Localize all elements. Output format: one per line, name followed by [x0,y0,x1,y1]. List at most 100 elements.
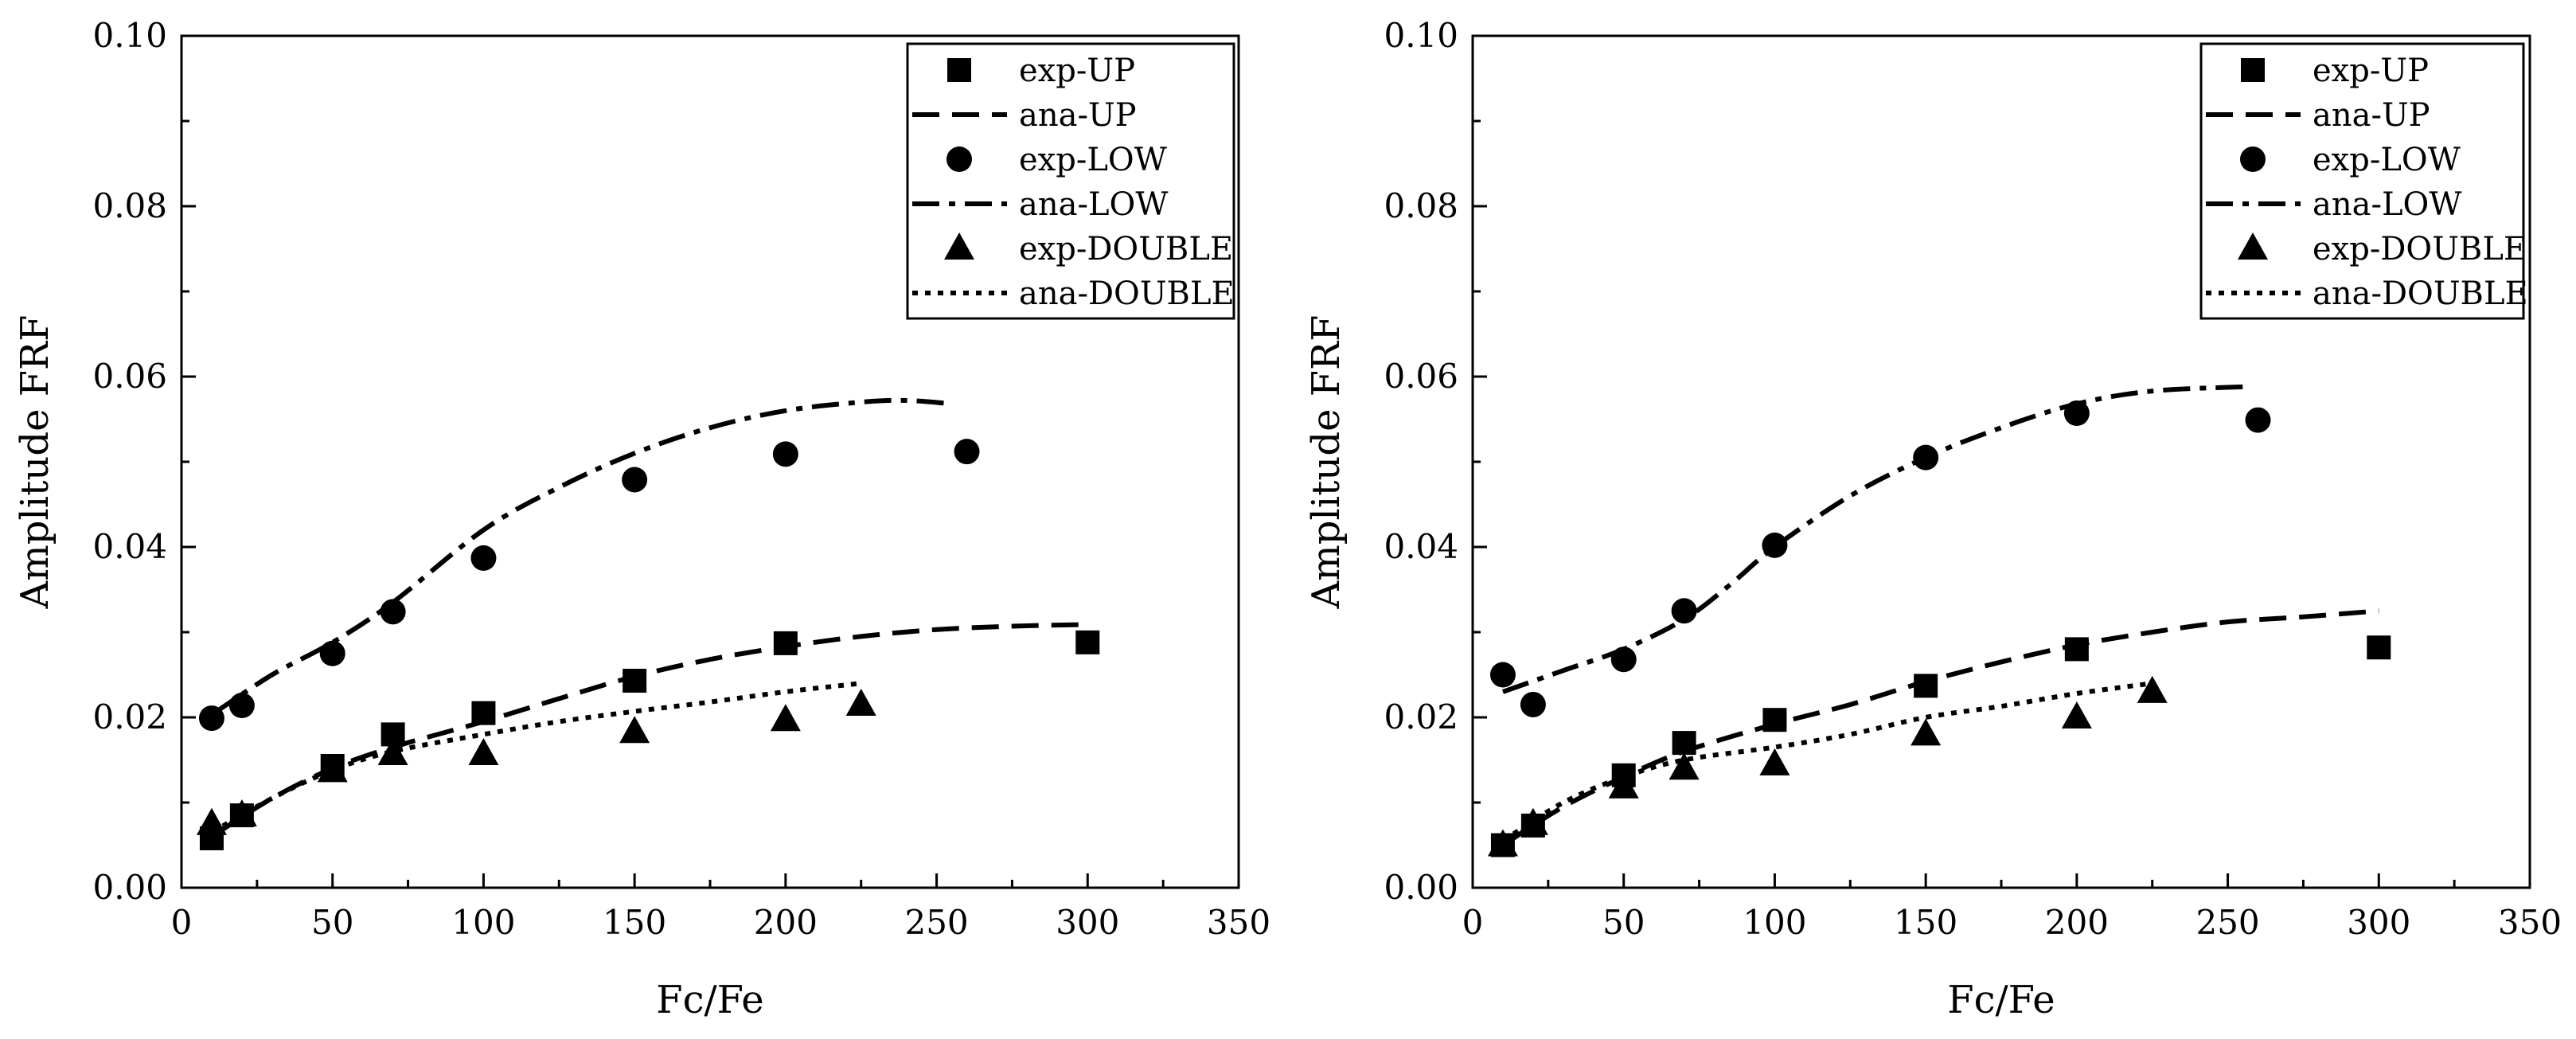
legend-item-exp-up: exp-UP [947,53,1135,89]
exp-low-point [2245,407,2271,433]
legend-swatch [947,58,971,82]
legend-label: exp-LOW [1019,142,1167,178]
exp-double-point [1911,718,1942,746]
exp-low-point [1671,598,1697,624]
legend-swatch [944,232,974,260]
x-tick-label: 100 [451,903,515,942]
legend-label: exp-UP [1019,53,1135,89]
legend-box [2199,42,2525,320]
exp-double-point [377,738,408,766]
exp-double-point [468,738,499,766]
y-tick-label: 0.10 [92,16,167,55]
exp-double-point [2137,675,2168,703]
exp-up-point [1075,630,1100,654]
y-tick-label: 0.00 [92,868,167,907]
y-tick-label: 0.08 [1384,186,1458,225]
x-axis-title: Fc/Fe [1947,978,2055,1022]
chart-left: 0 50 100 150 200 250 300 350 0.00 0.02 0.04 0.06 0.0… [13,16,1270,1022]
legend-item-ana-double: ana-DOUBLE [912,275,1235,312]
ana-low-line [210,397,952,717]
x-tick-label: 50 [1602,903,1645,942]
legend-label: ana-LOW [1019,186,1168,223]
exp-double-point [317,755,348,783]
exp-double-point [1669,752,1700,780]
x-tick-label: 200 [2045,903,2109,942]
legend-item-exp-low: exp-LOW [2240,142,2461,178]
exp-low-point [954,439,980,465]
exp-low-point [319,640,345,666]
exp-double-point [619,716,650,744]
legend-swatch [946,146,972,172]
legend-item-ana-low: ana-LOW [2206,186,2461,223]
exp-double-point [1608,771,1639,799]
y-tick-label: 0.06 [1384,357,1458,396]
legend-label: ana-UP [1019,97,1137,134]
legend-label: ana-DOUBLE [2313,275,2528,312]
legend-swatch [2241,58,2265,82]
y-tick-label: 0.04 [1384,527,1458,566]
legend-label: exp-LOW [2313,142,2461,178]
legend-label: ana-UP [2313,97,2430,134]
exp-low-point [470,545,497,571]
series-layer [196,397,1100,850]
legend-item-exp-low: exp-LOW [946,142,1167,178]
x-tick-label: 0 [1462,903,1484,942]
legend: exp-UP ana-UP exp-LOW ana-LOW exp-DOUBLE ana-… [2199,42,2528,320]
x-tick-label: 250 [2195,903,2259,942]
legend-swatch [2240,146,2266,172]
exp-low-point [380,599,406,625]
exp-double-point [1487,829,1518,857]
legend-item-exp-double: exp-DOUBLE [944,231,1233,268]
legend-item-ana-up: ana-UP [912,97,1137,134]
x-tick-label: 200 [754,903,818,942]
x-tick-label: 300 [2347,903,2410,942]
ana-double-line [1501,681,2153,843]
legend-item-exp-double: exp-DOUBLE [2238,231,2527,268]
y-tick-label: 0.10 [1384,16,1458,55]
ana-double-line [210,681,862,835]
legend-item-ana-up: ana-UP [2206,97,2430,134]
x-tick-label: 150 [603,903,666,942]
x-tick-label: 50 [311,903,353,942]
x-axis-title: Fc/Fe [656,978,763,1022]
exp-low-point [1520,691,1546,717]
exp-double-point [2061,701,2092,728]
y-tick-label: 0.08 [92,186,167,225]
legend-label: ana-LOW [2313,186,2461,223]
legend-item-ana-double: ana-DOUBLE [2206,275,2528,312]
legend-item-exp-up: exp-UP [2241,53,2429,89]
legend-label: exp-DOUBLE [1019,231,1233,268]
y-tick-label: 0.02 [1384,697,1458,736]
legend-swatch [2238,232,2268,260]
tick-marks [1471,34,2531,889]
y-tick-label: 0.00 [1384,868,1458,907]
exp-up-point [2367,635,2391,660]
exp-low-point [622,467,648,493]
y-axis-title: Amplitude FRF [13,315,57,610]
legend-label: exp-DOUBLE [2313,231,2527,268]
exp-low-point [1489,662,1516,688]
tick-marks [180,34,1240,889]
x-tick-label: 350 [2498,903,2562,942]
ana-low-line [1501,384,2243,694]
exp-double-point [1759,748,1790,775]
x-tick-label: 250 [904,903,968,942]
tick-labels: 0 50 100 150 200 250 300 350 0.00 0.02 0.04 0.06 0.0… [92,16,1270,942]
x-tick-label: 0 [171,903,193,942]
x-tick-label: 350 [1207,903,1270,942]
legend-label: ana-DOUBLE [1019,275,1235,312]
y-tick-label: 0.04 [92,527,167,566]
exp-double-point [770,704,801,732]
y-tick-label: 0.06 [92,357,167,396]
x-tick-label: 300 [1056,903,1119,942]
x-tick-label: 100 [1743,903,1806,942]
exp-up-point [2064,637,2089,662]
y-axis-title: Amplitude FRF [1304,315,1348,610]
exp-low-point [228,693,255,719]
legend: exp-UP ana-UP exp-LOW ana-LOW exp-DOUBLE ana-… [906,42,1235,320]
exp-double-point [196,807,227,835]
exp-low-point [772,441,798,467]
legend-box [906,42,1235,320]
tick-labels: 0 50 100 150 200 250 300 350 0.00 0.02 0.04 0.06 0.0… [1384,16,2562,942]
